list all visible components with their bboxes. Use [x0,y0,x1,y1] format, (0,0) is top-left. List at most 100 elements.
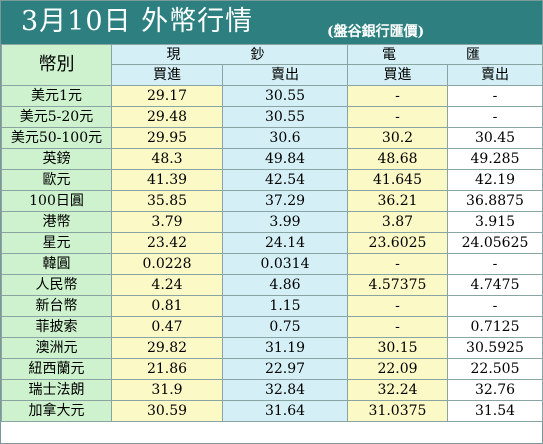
cash-sell-rate: 42.54 [222,169,348,191]
currency-name: 韓圓 [1,253,112,275]
table-row: 菲披索 0.47 0.75-0.7125 [1,316,543,338]
tt-buy-rate: 23.6025 [347,232,448,254]
currency-name: 美元1元 [1,85,112,107]
tt-sell-rate: 3.915 [447,211,543,233]
cash-buy-rate: 48.3 [111,148,223,170]
cash-sell-rate: 31.19 [222,337,348,359]
cash-sell-rate: 32.84 [222,379,348,401]
currency-name: 瑞士法朗 [1,379,112,401]
telegraphic-group-header: 電 匯 [347,44,543,65]
cash-buy-rate: 41.39 [111,169,223,191]
tt-sell-rate: 0.7125 [447,316,543,338]
table-row: 人民幣 4.24 4.86 4.57375 4.7475 [1,274,543,296]
currency-name: 澳洲元 [1,337,112,359]
table-row: 星元 23.42 24.14 23.6025 24.05625 [1,232,543,254]
tt-sell-rate: 30.45 [447,127,543,149]
tt-buy-rate: 22.09 [347,358,448,380]
tt-buy-rate: - [347,295,448,317]
page-title: 3月10日 外幣行情 [21,6,254,37]
cash-sell-rate: 1.15 [222,295,348,317]
currency-name: 歐元 [1,169,112,191]
currency-column-header: 幣別 [1,44,112,86]
currency-name: 100日圓 [1,190,112,212]
table-row: 澳洲元 29.82 31.19 30.15 30.5925 [1,337,543,359]
cash-sell-rate: 0.75 [222,316,348,338]
cash-buy-rate: 29.82 [111,337,223,359]
currency-name: 人民幣 [1,274,112,296]
currency-name: 英鎊 [1,148,112,170]
currency-name: 菲披索 [1,316,112,338]
tt-sell-rate: 22.505 [447,358,543,380]
tt-buy-rate: - [347,316,448,338]
tt-sell-rate: 24.05625 [447,232,543,254]
tt-buy-rate: 31.0375 [347,400,448,422]
tt-buy-rate: - [347,106,448,128]
bank-source-label: (盤谷銀行匯價) [327,24,425,40]
cash-buy-rate: 29.48 [111,106,223,128]
cash-buy-rate: 4.24 [111,274,223,296]
cash-sell-rate: 3.99 [222,211,348,233]
tt-sell-rate: 49.285 [447,148,543,170]
tt-buy-rate: - [347,85,448,107]
cash-sell-rate: 49.84 [222,148,348,170]
cash-buy-rate: 0.81 [111,295,223,317]
table-row: 紐西蘭元 21.86 22.97 22.09 22.505 [1,358,543,380]
cash-buy-rate: 29.17 [111,85,223,107]
cash-group-header: 現 鈔 [111,44,348,65]
currency-name: 新台幣 [1,295,112,317]
cash-buy-rate: 35.85 [111,190,223,212]
tt-sell-rate: - [447,295,543,317]
tt-sell-rate: 32.76 [447,379,543,401]
tt-sell-rate: - [447,85,543,107]
cash-buy-rate: 3.79 [111,211,223,233]
table-row: 韓圓 0.0228 0.0314- - [1,253,543,275]
cash-buy-rate: 21.86 [111,358,223,380]
tt-buy-rate: 36.21 [347,190,448,212]
tt-sell-rate: - [447,106,543,128]
tt-buy-rate: 3.87 [347,211,448,233]
tt-buy-rate: - [347,253,448,275]
cash-sell-rate: 0.0314 [222,253,348,275]
table-row: 美元50-100元 29.95 30.6 30.2 30.45 [1,127,543,149]
tt-buy-rate: 30.2 [347,127,448,149]
tt-buy-rate: 30.15 [347,337,448,359]
cash-buy-rate: 0.0228 [111,253,223,275]
table-row: 美元5-20元 29.48 30.55- - [1,106,543,128]
exchange-rate-table: 幣別 現 鈔 電 匯 買進 賣出 買進 賣出 美元1元 29.17 30.55- - 美… [1,44,543,422]
tt-buy-rate: 32.24 [347,379,448,401]
table-row: 美元1元 29.17 30.55- - [1,85,543,107]
table-row: 瑞士法朗 31.9 32.84 32.24 32.76 [1,379,543,401]
cash-sell-rate: 4.86 [222,274,348,296]
title-bar: 3月10日 外幣行情 (盤谷銀行匯價) [1,1,542,44]
cash-sell-rate: 37.29 [222,190,348,212]
table-row: 港幣 3.79 3.99 3.87 3.915 [1,211,543,233]
cash-sell-rate: 30.6 [222,127,348,149]
header-row-group: 幣別 現 鈔 電 匯 [1,44,543,86]
currency-name: 美元50-100元 [1,127,112,149]
tt-sell-rate: 36.8875 [447,190,543,212]
table-row: 歐元 41.39 42.54 41.645 42.19 [1,169,543,191]
cash-buy-rate: 31.9 [111,379,223,401]
cash-buy-rate: 23.42 [111,232,223,254]
cash-buy-rate: 0.47 [111,316,223,338]
tt-buy-rate: 4.57375 [347,274,448,296]
currency-name: 星元 [1,232,112,254]
tt-sell-rate: 42.19 [447,169,543,191]
cash-sell-rate: 24.14 [222,232,348,254]
cash-sell-rate: 31.64 [222,400,348,422]
cash-buy-header: 買進 [111,64,223,86]
table-row: 加拿大元 30.59 31.64 31.0375 31.54 [1,400,543,422]
cash-sell-header: 賣出 [222,64,348,86]
tt-sell-rate: - [447,253,543,275]
currency-name: 美元5-20元 [1,106,112,128]
table-row: 100日圓 35.85 37.29 36.21 36.8875 [1,190,543,212]
currency-name: 加拿大元 [1,400,112,422]
currency-name: 紐西蘭元 [1,358,112,380]
cash-buy-rate: 30.59 [111,400,223,422]
tt-sell-rate: 4.7475 [447,274,543,296]
tt-buy-rate: 48.68 [347,148,448,170]
cash-sell-rate: 22.97 [222,358,348,380]
currency-name: 港幣 [1,211,112,233]
header-row-sub: 買進 賣出 買進 賣出 [2,64,543,86]
